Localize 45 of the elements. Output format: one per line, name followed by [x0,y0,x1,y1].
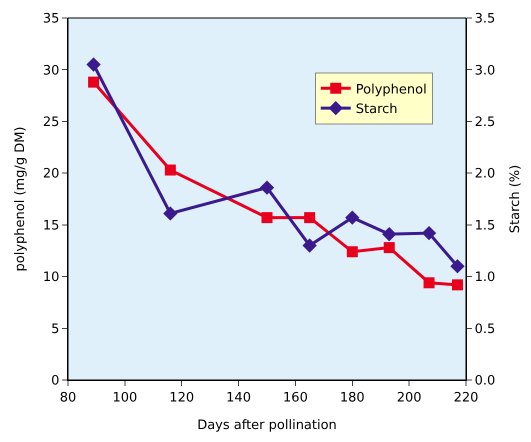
x-tick-label: 80 [60,390,76,406]
y-tick-label: 20 [42,166,60,182]
y-tick-label: 5 [51,322,60,337]
y2-axis-title: Starch (%) [508,164,523,234]
point [422,226,436,240]
point [382,227,396,242]
y-tick-label: 35 [42,12,60,27]
y2-tick-label: 1.5 [474,218,496,234]
point [262,212,272,224]
y-tick-label: 0 [51,374,60,389]
x-axis-title: Days after pollination [197,418,337,434]
point [163,206,178,221]
y2-tick-label: 2.0 [474,166,496,182]
y2-tick-label: 2.5 [474,114,496,130]
point [450,259,465,274]
x-tick-label: 180 [340,390,365,406]
y-axis-title: polyphenol (mg/g DM) [12,126,28,272]
point [346,246,358,258]
x-tick-label: 200 [396,390,422,406]
point [164,164,176,176]
x-tick-label: 120 [169,390,194,406]
point [452,279,463,290]
point [88,76,100,88]
point [304,212,316,224]
x-tick-label: 220 [454,390,478,406]
point [86,57,101,72]
y-tick-label: 15 [42,218,60,234]
y2-tick-label: 3.0 [474,63,496,78]
y2-tick-label: 0.5 [474,322,496,337]
y2-tick-label: 3.5 [474,12,496,27]
legend-label: Polyphenol [356,82,427,98]
legend-label: Starch [356,102,398,118]
point [260,180,274,195]
point [384,242,395,254]
y-tick-label: 10 [42,270,60,286]
y-tick-label: 30 [42,63,60,78]
x-tick-label: 140 [226,390,251,406]
y-tick-label: 25 [42,114,60,130]
x-tick-label: 100 [112,390,138,406]
y2-tick-label: 1.0 [474,270,496,286]
point [424,277,435,288]
point [345,210,360,225]
point [302,238,317,253]
y2-tick-label: 0.0 [474,374,496,389]
x-tick-label: 160 [283,390,308,406]
